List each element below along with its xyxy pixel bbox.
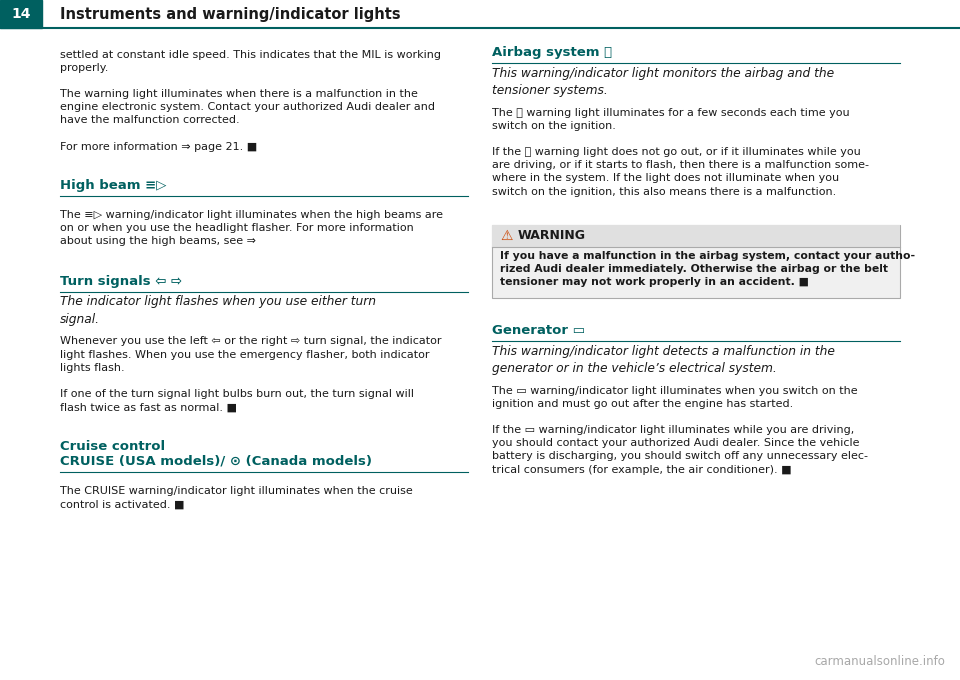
Text: CRUISE (USA models)/ ⊙ (Canada models): CRUISE (USA models)/ ⊙ (Canada models) bbox=[60, 455, 372, 468]
Bar bbox=[0, 0, 42, 28]
Text: The indicator light flashes when you use either turn
signal.: The indicator light flashes when you use… bbox=[60, 296, 376, 326]
Text: carmanualsonline.info: carmanualsonline.info bbox=[814, 655, 945, 668]
Text: The ▭ warning/indicator light illuminates when you switch on the
ignition and mu: The ▭ warning/indicator light illuminate… bbox=[492, 386, 857, 409]
Text: Turn signals ⇦ ⇨: Turn signals ⇦ ⇨ bbox=[60, 275, 182, 288]
Text: This warning/indicator light detects a malfunction in the
generator or in the ve: This warning/indicator light detects a m… bbox=[492, 345, 835, 375]
Text: The ≡▷ warning/indicator light illuminates when the high beams are
on or when yo: The ≡▷ warning/indicator light illuminat… bbox=[60, 210, 443, 246]
Text: Whenever you use the left ⇦ or the right ⇨ turn signal, the indicator
light flas: Whenever you use the left ⇦ or the right… bbox=[60, 337, 442, 373]
Text: If one of the turn signal light bulbs burn out, the turn signal will
flash twice: If one of the turn signal light bulbs bu… bbox=[60, 389, 414, 412]
Bar bbox=[492, 225, 900, 298]
Text: If the 👤 warning light does not go out, or if it illuminates while you
are drivi: If the 👤 warning light does not go out, … bbox=[492, 147, 869, 197]
Text: If you have a malfunction in the airbag system, contact your autho-
rized Audi d: If you have a malfunction in the airbag … bbox=[500, 251, 915, 288]
Text: settled at constant idle speed. This indicates that the MIL is working
properly.: settled at constant idle speed. This ind… bbox=[60, 50, 441, 73]
Text: Cruise control: Cruise control bbox=[60, 440, 165, 453]
Text: Instruments and warning/indicator lights: Instruments and warning/indicator lights bbox=[60, 7, 400, 22]
Text: WARNING: WARNING bbox=[518, 229, 586, 242]
Text: Airbag system 👤: Airbag system 👤 bbox=[492, 46, 612, 59]
Text: 14: 14 bbox=[12, 7, 31, 21]
Text: High beam ≡▷: High beam ≡▷ bbox=[60, 179, 166, 192]
Text: If the ▭ warning/indicator light illuminates while you are driving,
you should c: If the ▭ warning/indicator light illumin… bbox=[492, 425, 868, 475]
Text: The CRUISE warning/indicator light illuminates when the cruise
control is activa: The CRUISE warning/indicator light illum… bbox=[60, 486, 413, 509]
Text: ⚠: ⚠ bbox=[500, 229, 513, 243]
Text: The warning light illuminates when there is a malfunction in the
engine electron: The warning light illuminates when there… bbox=[60, 89, 435, 125]
Text: For more information ⇒ page 21. ■: For more information ⇒ page 21. ■ bbox=[60, 141, 257, 152]
Bar bbox=[492, 225, 900, 247]
Text: This warning/indicator light monitors the airbag and the
tensioner systems.: This warning/indicator light monitors th… bbox=[492, 67, 834, 97]
Text: The 👤 warning light illuminates for a few seconds each time you
switch on the ig: The 👤 warning light illuminates for a fe… bbox=[492, 108, 850, 131]
Text: Generator ▭: Generator ▭ bbox=[492, 324, 586, 337]
